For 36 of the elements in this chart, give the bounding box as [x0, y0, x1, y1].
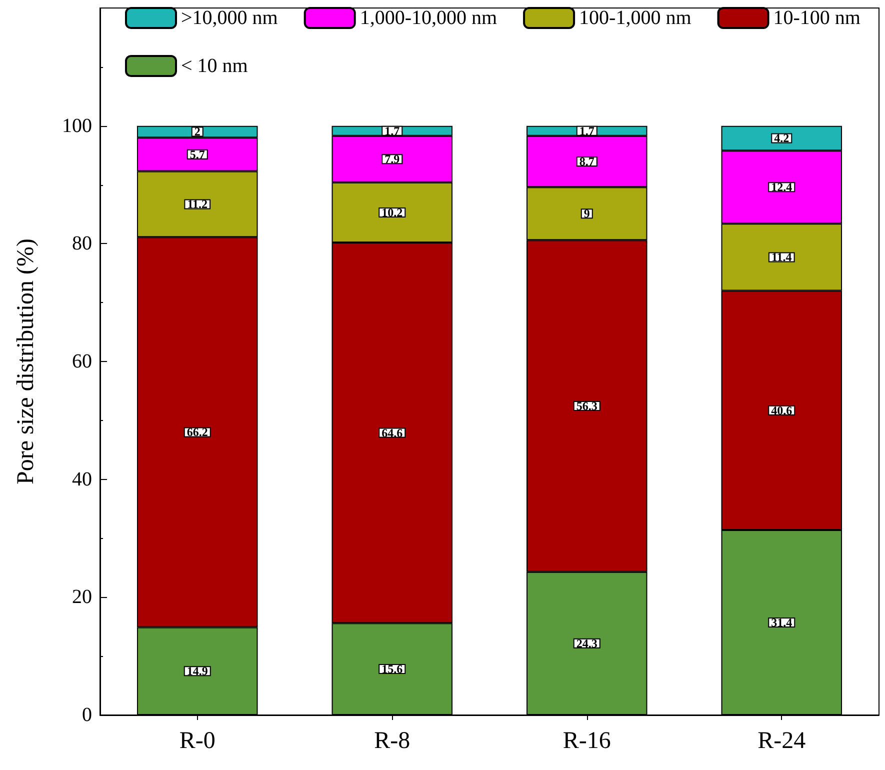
- y-tick-label: 100: [62, 114, 92, 137]
- data-label: 10.2: [382, 205, 403, 220]
- data-label: 66.2: [186, 425, 208, 440]
- data-label: 12.4: [771, 180, 792, 194]
- y-tick-label: 20: [72, 586, 92, 608]
- x-tick-label: R-8: [374, 728, 410, 754]
- data-label: 14.9: [186, 664, 208, 678]
- y-tick-label: 60: [72, 350, 92, 372]
- data-label: 31.4: [771, 616, 792, 630]
- data-label: 1.7: [384, 124, 400, 138]
- legend-label: >10,000 nm: [181, 7, 278, 29]
- x-tick-label: R-0: [179, 728, 216, 754]
- data-label: 56.3: [576, 398, 598, 413]
- data-label: 64.6: [382, 426, 403, 440]
- data-label: 7.9: [384, 152, 400, 166]
- y-tick-label: 0: [82, 704, 92, 726]
- legend-label: < 10 nm: [181, 55, 248, 77]
- data-label: 8.7: [579, 154, 594, 168]
- x-tick-label: R-16: [562, 728, 611, 754]
- data-label: 11.4: [771, 250, 792, 264]
- data-label: 40.6: [771, 403, 792, 418]
- data-label: 24.3: [576, 636, 598, 650]
- data-label: 2: [194, 124, 200, 139]
- y-axis-title: Pore size distribution (%): [13, 238, 39, 484]
- legend-label: 10-100 nm: [773, 7, 861, 29]
- data-label: 4.2: [774, 131, 790, 146]
- y-tick-label: 80: [72, 232, 92, 255]
- data-label: 5.7: [190, 147, 205, 162]
- data-label: 11.2: [187, 197, 208, 212]
- y-tick-label: 40: [72, 468, 92, 490]
- data-label: 9: [584, 206, 590, 221]
- legend-label: 100-1,000 nm: [579, 7, 692, 29]
- x-tick-label: R-24: [758, 728, 806, 754]
- legend-label: 1,000-10,000 nm: [360, 7, 498, 29]
- data-label: 1.7: [579, 124, 594, 138]
- data-label: 15.6: [382, 662, 403, 676]
